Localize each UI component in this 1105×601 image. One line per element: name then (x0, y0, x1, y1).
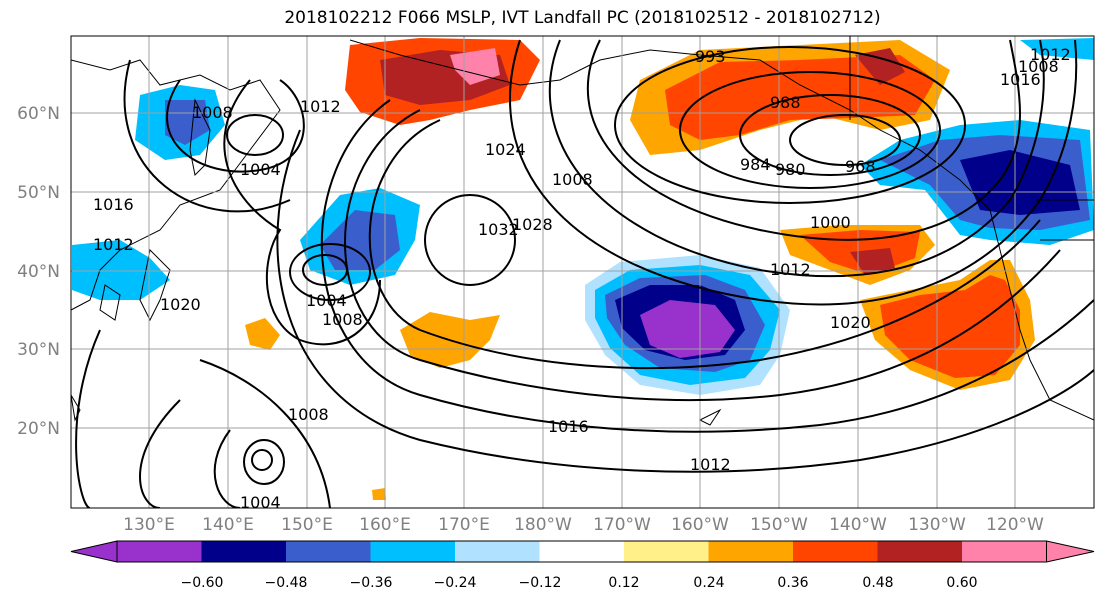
neg-region-japan (72, 240, 170, 300)
contour-label: 1016 (1000, 70, 1041, 89)
colorbar-segment (370, 541, 456, 562)
contour-label: 1012 (93, 235, 134, 254)
contour-label: 1012 (770, 260, 811, 279)
contour-label: 1004 (306, 291, 347, 310)
colorbar-tick: −0.12 (519, 575, 562, 591)
contour-label: 980 (775, 160, 806, 179)
lon-label: 120°W (986, 515, 1044, 535)
lon-label: 160°E (359, 515, 411, 535)
contour-label: 1008 (1018, 57, 1059, 76)
lon-label: 180°W (514, 515, 572, 535)
contour-label: 968 (845, 157, 876, 176)
lon-label: 130°W (908, 515, 966, 535)
colorbar-segment (455, 541, 540, 562)
map-title: 2018102212 F066 MSLP, IVT Landfall PC (2… (284, 8, 881, 28)
colorbar-tick: −0.60 (181, 575, 224, 591)
lat-labels: 60°N 50°N 40°N 30°N 20°N (17, 104, 60, 439)
lat-label: 40°N (17, 262, 60, 282)
contour-label: 1016 (93, 195, 134, 214)
contour-label: 1004 (240, 493, 281, 512)
colorbar (70, 540, 1095, 563)
colorbar-tick: 0.24 (693, 575, 724, 591)
colorbar-tick: 0.60 (946, 575, 977, 591)
contour-label: 993 (695, 47, 726, 66)
colorbar-outline (116, 540, 1047, 563)
contour-labels: 993 988 984 980 968 1000 1012 1020 1032 … (93, 45, 1071, 512)
colorbar-tick: 0.48 (862, 575, 893, 591)
colorbar-extend-right (1046, 540, 1095, 563)
lon-labels: 130°E 140°E 150°E 160°E 170°E 180°W 170°… (123, 515, 1044, 535)
contour-label: 1000 (810, 213, 851, 232)
contour-label: 988 (770, 93, 801, 112)
lon-label: 150°W (750, 515, 808, 535)
colorbar-segment (877, 541, 963, 562)
contour-label: 1016 (548, 417, 589, 436)
contour-label: 1004 (240, 160, 281, 179)
lat-label: 20°N (17, 419, 60, 439)
contour-label: 1012 (1030, 45, 1071, 64)
lon-label: 140°E (202, 515, 254, 535)
colorbar-extend-left (70, 540, 118, 563)
lon-label: 170°E (438, 515, 490, 535)
lon-label: 170°W (593, 515, 651, 535)
lon-label: 160°W (671, 515, 729, 535)
colorbar-tick: 0.36 (777, 575, 808, 591)
colorbar-segment (793, 541, 878, 562)
contour-label: 1012 (690, 455, 731, 474)
contour-label: 1024 (485, 140, 526, 159)
contour-label: 1008 (192, 103, 233, 122)
colorbar-tick: 0.12 (608, 575, 639, 591)
lat-label: 60°N (17, 104, 60, 124)
gridlines (71, 36, 1094, 508)
colorbar-tick: −0.36 (350, 575, 393, 591)
mslp-contours (75, 39, 1094, 508)
contour-label: 1012 (300, 97, 341, 116)
colorbar-segment (539, 541, 625, 562)
lon-label: 140°W (829, 515, 887, 535)
colorbar-segment (624, 541, 709, 562)
contour-label: 1032 (478, 220, 519, 239)
colorbar-tick: −0.48 (265, 575, 308, 591)
colorbar-tick: −0.24 (434, 575, 477, 591)
lat-label: 30°N (17, 340, 60, 360)
colorbar-ticks: −0.60 −0.48 −0.36 −0.24 −0.12 0.12 0.24 … (181, 575, 978, 591)
coastlines (71, 36, 1094, 426)
colorbar-segment (708, 541, 794, 562)
lon-label: 150°E (281, 515, 333, 535)
contour-label: 1028 (512, 215, 553, 234)
map-panel: 993 988 984 980 968 1000 1012 1020 1032 … (71, 36, 1094, 512)
contour-label: 984 (740, 155, 771, 174)
contour-label: 1008 (552, 170, 593, 189)
colorbar-segment (286, 541, 371, 562)
colorbar-segment (201, 541, 287, 562)
colorbar-segment (117, 541, 202, 562)
contour-label: 1008 (322, 310, 363, 329)
lon-label: 130°E (123, 515, 175, 535)
contour-label: 1008 (288, 405, 329, 424)
lat-label: 50°N (17, 183, 60, 203)
map-frame (70, 35, 1095, 509)
colorbar-segment (962, 541, 1047, 562)
contour-label: 1020 (160, 295, 201, 314)
contour-label: 1020 (830, 313, 871, 332)
